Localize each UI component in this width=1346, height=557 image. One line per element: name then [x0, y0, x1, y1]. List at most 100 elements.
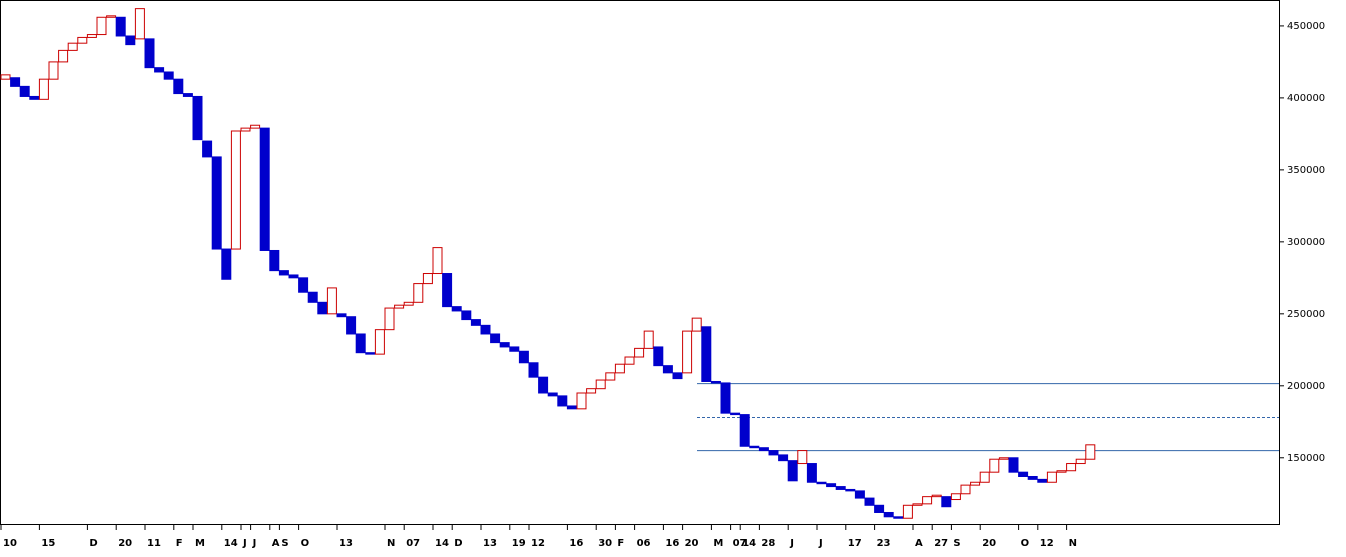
brick-down — [835, 486, 846, 490]
brick-up — [106, 15, 117, 18]
brick-down — [1037, 478, 1048, 483]
brick-down — [307, 291, 318, 303]
brick-down — [211, 156, 222, 250]
x-tick-label: 17 — [848, 538, 862, 549]
plot-frame — [0, 0, 1280, 525]
brick-down — [298, 277, 309, 293]
brick-down — [509, 346, 520, 352]
brick-down — [125, 35, 136, 46]
brick-up — [634, 347, 645, 358]
brick-down — [672, 372, 683, 380]
brick-down — [730, 412, 741, 416]
x-tick-label: J — [252, 538, 257, 549]
brick-down — [826, 483, 837, 488]
brick-up — [576, 392, 587, 410]
brick-down — [461, 310, 472, 321]
x-tick-label: 12 — [531, 538, 545, 549]
brick-up — [77, 36, 88, 44]
brick-up — [374, 329, 385, 355]
brick-up — [38, 78, 49, 100]
brick-down — [336, 313, 347, 318]
brick-down — [941, 496, 952, 508]
brick-up — [605, 372, 616, 381]
brick-down — [806, 463, 817, 483]
brick-down — [566, 405, 577, 410]
x-tick-label: J — [818, 538, 823, 549]
brick-up — [902, 504, 913, 519]
brick-up — [931, 494, 942, 498]
y-tick-label: 450000 — [1287, 21, 1325, 32]
brick-down — [221, 248, 232, 280]
x-tick-label: A — [915, 538, 923, 549]
brick-down — [269, 249, 280, 272]
brick-down — [163, 71, 174, 80]
brick-up — [950, 493, 961, 501]
brick-down — [768, 450, 779, 456]
brick-down — [701, 326, 712, 382]
brick-down — [19, 85, 30, 97]
brick-up — [240, 127, 251, 132]
x-tick-label: 14 — [742, 538, 756, 549]
brick-down — [1008, 457, 1019, 473]
brick-up — [682, 330, 693, 374]
x-tick-label: 20 — [982, 538, 996, 549]
brick-up — [595, 379, 606, 390]
brick-down — [854, 490, 865, 499]
brick-down — [787, 460, 798, 482]
brick-up — [58, 49, 69, 63]
brick-down — [202, 140, 213, 158]
x-tick-label: 10 — [3, 538, 17, 549]
brick-up — [970, 481, 981, 486]
brick-down — [499, 342, 510, 348]
brick-up — [1066, 463, 1077, 472]
brick-down — [182, 93, 193, 97]
brick-down — [749, 445, 760, 449]
x-tick-label: O — [1021, 538, 1030, 549]
y-tick-label: 250000 — [1287, 309, 1325, 320]
brick-down — [864, 497, 875, 506]
x-tick-label: S — [281, 538, 288, 549]
x-tick-label: 27 — [934, 538, 948, 549]
brick-down — [893, 516, 904, 519]
x-tick-label: 20 — [118, 538, 132, 549]
x-tick-label: M — [195, 538, 205, 549]
brick-up — [134, 8, 145, 40]
brick-up — [48, 61, 59, 80]
x-tick-label: J — [242, 538, 247, 549]
x-tick-label: 11 — [147, 538, 161, 549]
x-tick-label: 28 — [761, 538, 775, 549]
brick-down — [710, 380, 721, 384]
x-tick-label: D — [454, 538, 462, 549]
brick-down — [883, 511, 894, 518]
brick-down — [451, 306, 462, 312]
x-tick-label: 14 — [435, 538, 449, 549]
brick-up — [797, 450, 808, 465]
brick-down — [365, 352, 376, 355]
brick-up — [989, 458, 1000, 473]
brick-down — [1018, 471, 1029, 477]
brick-down — [547, 392, 558, 397]
brick-down — [10, 77, 21, 87]
x-tick-label: J — [789, 538, 794, 549]
x-tick-label: 15 — [41, 538, 55, 549]
x-tick-label: 13 — [339, 538, 353, 549]
brick-up — [432, 247, 443, 275]
brick-down — [490, 333, 501, 344]
x-tick-label: F — [617, 538, 624, 549]
brick-up — [394, 304, 405, 309]
x-tick-label: 20 — [685, 538, 699, 549]
brick-up — [86, 34, 97, 38]
x-tick-label: 19 — [512, 538, 526, 549]
brick-up — [1046, 471, 1057, 483]
brick-down — [1027, 475, 1038, 480]
x-tick-label: N — [1069, 538, 1077, 549]
brick-down — [192, 95, 203, 141]
x-tick-label: S — [953, 538, 960, 549]
x-tick-label: 30 — [598, 538, 612, 549]
brick-up — [586, 388, 597, 394]
brick-up — [403, 301, 414, 306]
brick-up — [413, 283, 424, 303]
brick-up — [624, 356, 635, 365]
brick-down — [480, 324, 491, 335]
